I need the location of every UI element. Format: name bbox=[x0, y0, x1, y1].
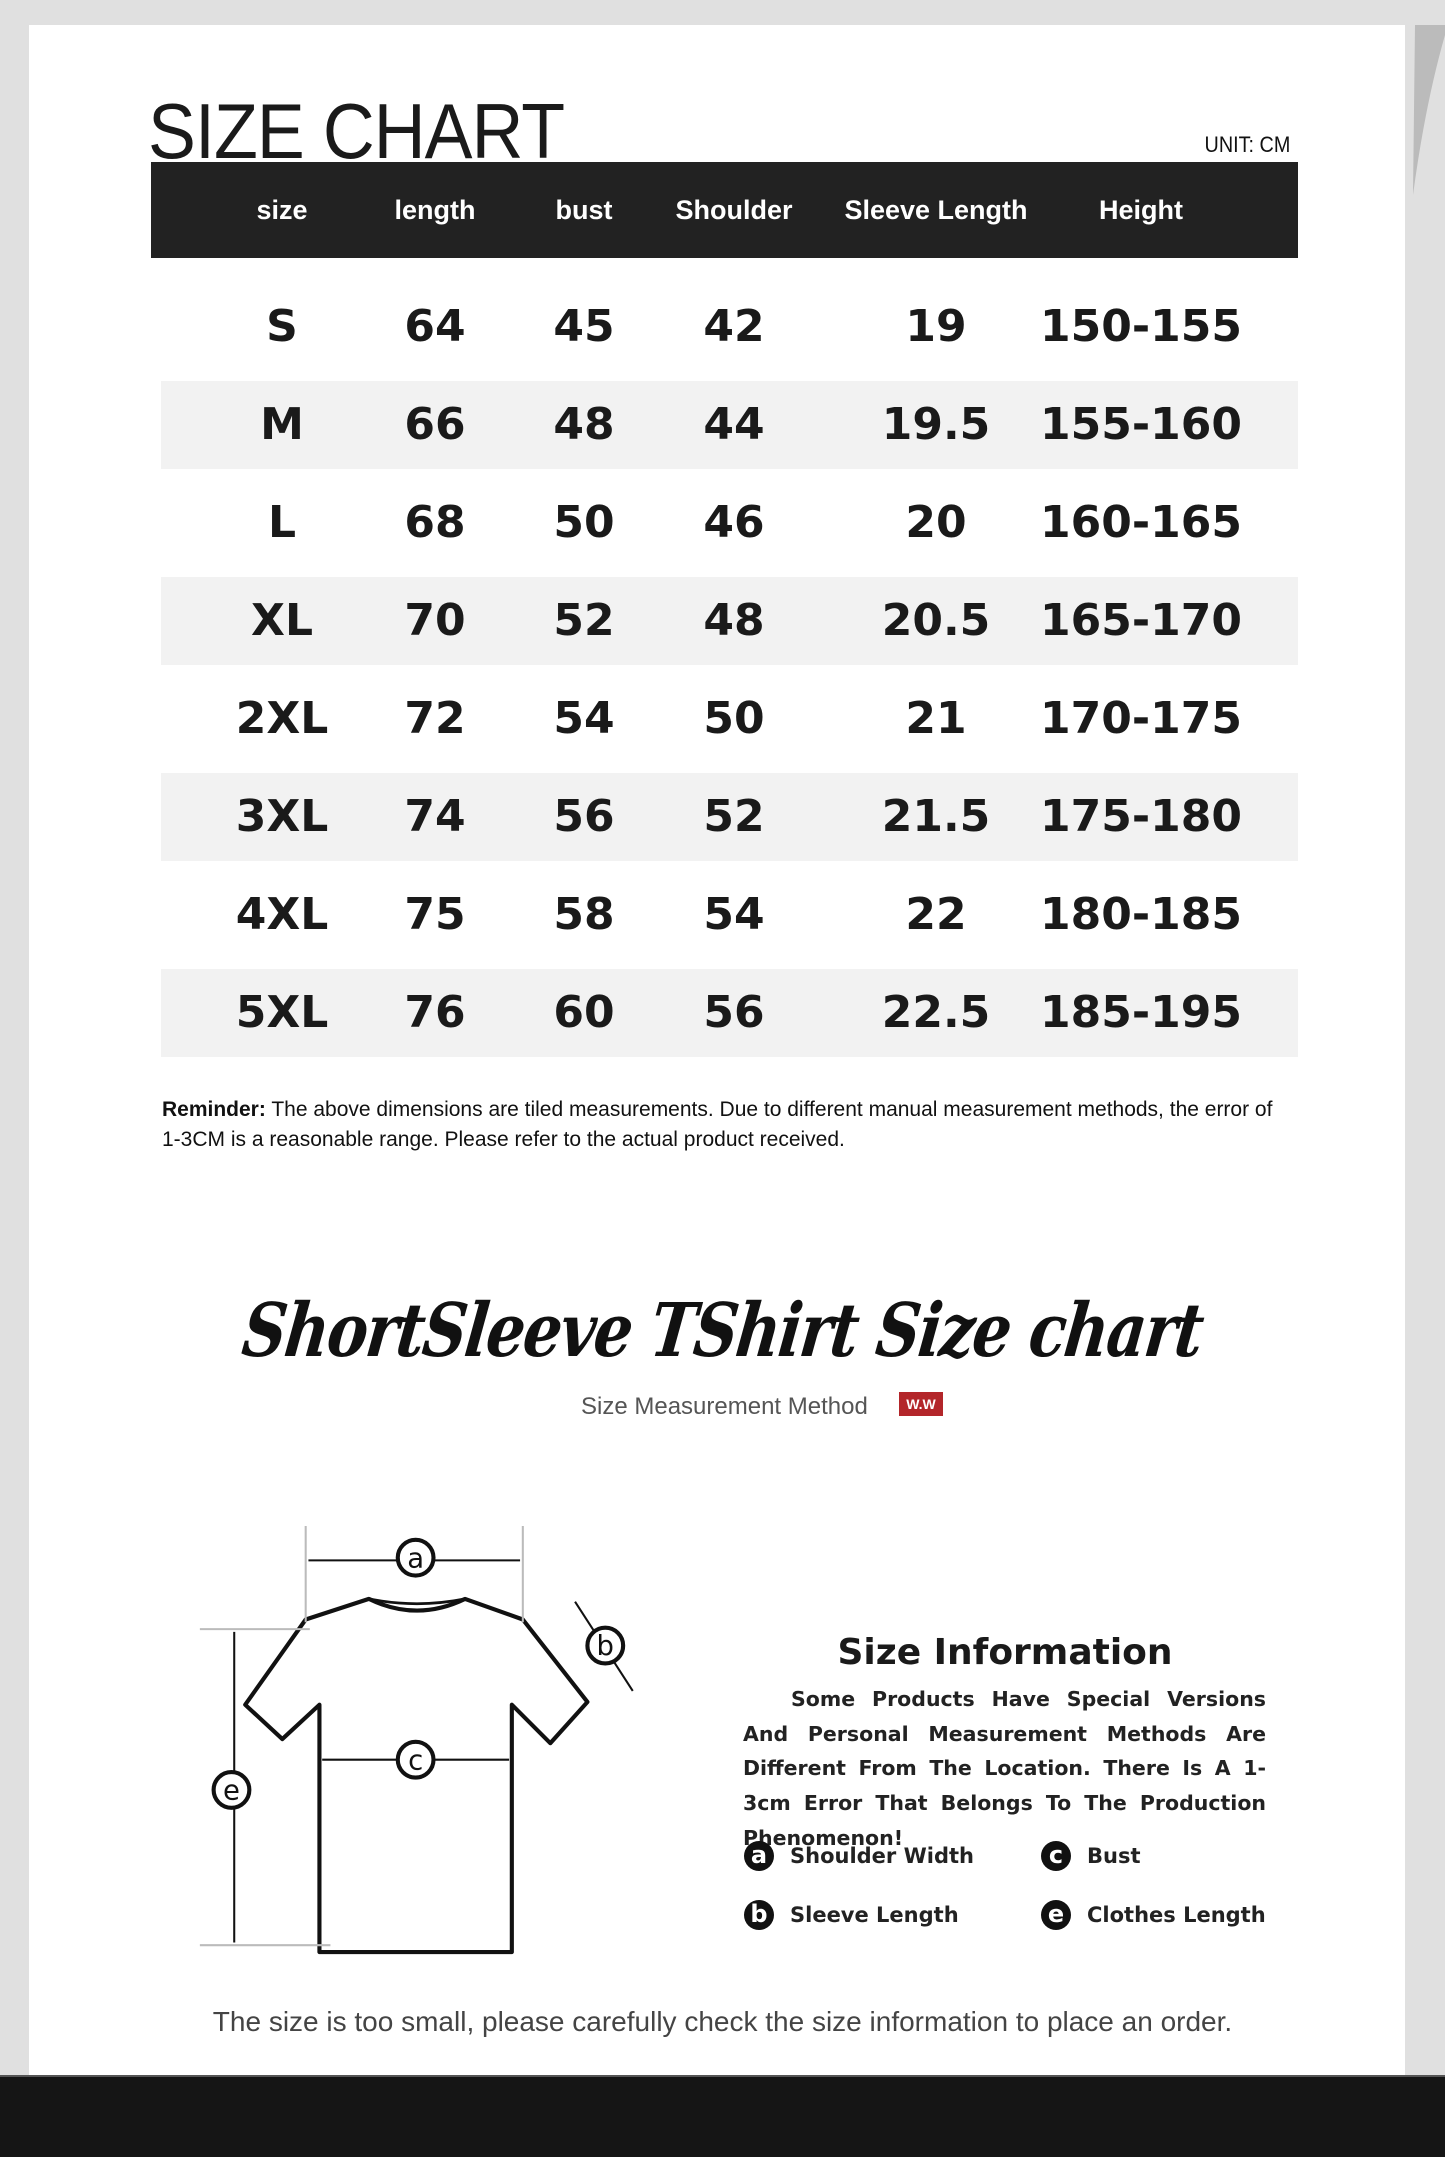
legend-sleeve-length: b Sleeve Length bbox=[744, 1900, 959, 1930]
cell-sleeve-length: 19 bbox=[905, 301, 967, 352]
cell-length: 74 bbox=[404, 791, 466, 842]
cell-size: 3XL bbox=[235, 791, 329, 842]
page-title: SIZE CHART bbox=[148, 87, 565, 175]
cell-bust: 52 bbox=[553, 595, 615, 646]
cell-bust: 50 bbox=[553, 497, 615, 548]
method-label: Size Measurement Method bbox=[581, 1393, 868, 1420]
cell-size: 4XL bbox=[235, 889, 329, 940]
bottom-bar bbox=[0, 2075, 1445, 2157]
label-c: c bbox=[408, 1744, 423, 1776]
cell-height: 150-155 bbox=[1040, 301, 1242, 352]
cell-length: 66 bbox=[404, 399, 466, 450]
cell-sleeve-length: 19.5 bbox=[881, 399, 991, 450]
letter-a-icon: a bbox=[744, 1841, 774, 1871]
reminder-label: Reminder: bbox=[162, 1098, 266, 1121]
legend-label: Sleeve Length bbox=[790, 1903, 959, 1927]
cell-length: 64 bbox=[404, 301, 466, 352]
cell-shoulder: 50 bbox=[703, 693, 765, 744]
cell-sleeve-length: 20.5 bbox=[881, 595, 991, 646]
table-row: 4XL 75 58 54 22 180-185 bbox=[161, 871, 1298, 959]
cell-shoulder: 56 bbox=[703, 987, 765, 1038]
cell-size: L bbox=[267, 497, 297, 548]
cell-bust: 48 bbox=[553, 399, 615, 450]
cell-bust: 56 bbox=[553, 791, 615, 842]
cell-height: 175-180 bbox=[1040, 791, 1242, 842]
cell-height: 185-195 bbox=[1040, 987, 1242, 1038]
cell-bust: 58 bbox=[553, 889, 615, 940]
footer-note: The size is too small, please carefully … bbox=[212, 2006, 1233, 2037]
cell-size: 2XL bbox=[235, 693, 329, 744]
label-b-marker bbox=[585, 1625, 626, 1666]
letter-b-icon: b bbox=[744, 1900, 774, 1930]
label-e: e bbox=[223, 1775, 240, 1807]
label-a-marker bbox=[395, 1537, 436, 1578]
cell-bust: 60 bbox=[553, 987, 615, 1038]
cell-size: M bbox=[260, 399, 304, 450]
table-row: XL 70 52 48 20.5 165-170 bbox=[161, 577, 1298, 665]
reminder-text: The above dimensions are tiled measureme… bbox=[162, 1098, 1273, 1151]
cell-length: 76 bbox=[404, 987, 466, 1038]
cell-height: 165-170 bbox=[1040, 595, 1242, 646]
table-header: size length bust Shoulder Sleeve Length … bbox=[151, 162, 1298, 258]
cell-height: 155-160 bbox=[1040, 399, 1242, 450]
cell-shoulder: 54 bbox=[703, 889, 765, 940]
cell-shoulder: 48 bbox=[703, 595, 765, 646]
cell-shoulder: 46 bbox=[703, 497, 765, 548]
label-b: b bbox=[597, 1630, 614, 1662]
cell-size: XL bbox=[251, 595, 313, 646]
cell-height: 170-175 bbox=[1040, 693, 1242, 744]
legend-label: Bust bbox=[1087, 1844, 1141, 1868]
legend-label: Shoulder Width bbox=[790, 1844, 974, 1868]
cell-shoulder: 42 bbox=[703, 301, 765, 352]
cell-size: 5XL bbox=[235, 987, 329, 1038]
unit-label: UNIT: CM bbox=[1204, 132, 1290, 157]
cell-bust: 54 bbox=[553, 693, 615, 744]
cell-bust: 45 bbox=[553, 301, 615, 352]
legend-label: Clothes Length bbox=[1087, 1903, 1266, 1927]
table-row: L 68 50 46 20 160-165 bbox=[161, 479, 1298, 567]
header-sleeve-length: Sleeve Length bbox=[844, 195, 1028, 225]
label-c-marker bbox=[395, 1739, 436, 1780]
letter-e-icon: e bbox=[1041, 1900, 1071, 1930]
tshirt-diagram: a b c e bbox=[199, 1526, 634, 1955]
size-info-title: Size Information bbox=[837, 1632, 1173, 1673]
cell-length: 72 bbox=[404, 693, 466, 744]
reminder-note: Reminder: The above dimensions are tiled… bbox=[162, 1095, 1292, 1155]
cell-shoulder: 44 bbox=[703, 399, 765, 450]
header-bust: bust bbox=[555, 195, 613, 225]
cell-sleeve-length: 21.5 bbox=[881, 791, 991, 842]
brand-logo: W.W bbox=[899, 1392, 943, 1416]
edge-decoration bbox=[1413, 25, 1445, 195]
cell-length: 75 bbox=[404, 889, 466, 940]
header-height: Height bbox=[1099, 195, 1183, 225]
header-shoulder: Shoulder bbox=[675, 195, 793, 225]
section-title: ShortSleeve TShirt Size chart bbox=[238, 1288, 1207, 1374]
header-size: size bbox=[256, 195, 308, 225]
cell-sleeve-length: 21 bbox=[905, 693, 967, 744]
letter-c-icon: c bbox=[1041, 1841, 1071, 1871]
cell-size: S bbox=[266, 301, 298, 352]
cell-sleeve-length: 20 bbox=[905, 497, 967, 548]
table-row: 2XL 72 54 50 21 170-175 bbox=[161, 675, 1298, 763]
table-row: 5XL 76 60 56 22.5 185-195 bbox=[161, 969, 1298, 1057]
label-a: a bbox=[407, 1542, 424, 1574]
legend-shoulder-width: a Shoulder Width bbox=[744, 1841, 974, 1871]
cell-shoulder: 52 bbox=[703, 791, 765, 842]
table-row: M 66 48 44 19.5 155-160 bbox=[161, 381, 1298, 469]
cell-sleeve-length: 22.5 bbox=[881, 987, 991, 1038]
table-row: 3XL 74 56 52 21.5 175-180 bbox=[161, 773, 1298, 861]
cell-length: 70 bbox=[404, 595, 466, 646]
legend-bust: c Bust bbox=[1041, 1841, 1141, 1871]
cell-height: 180-185 bbox=[1040, 889, 1242, 940]
label-e-marker bbox=[211, 1769, 252, 1810]
header-length: length bbox=[394, 195, 476, 225]
cell-height: 160-165 bbox=[1040, 497, 1242, 548]
cell-sleeve-length: 22 bbox=[905, 889, 967, 940]
size-info-text: Some Products Have Special Versions And … bbox=[743, 1687, 1266, 1850]
table-row: S 64 45 42 19 150-155 bbox=[161, 283, 1298, 371]
legend-clothes-length: e Clothes Length bbox=[1041, 1900, 1266, 1930]
cell-length: 68 bbox=[404, 497, 466, 548]
